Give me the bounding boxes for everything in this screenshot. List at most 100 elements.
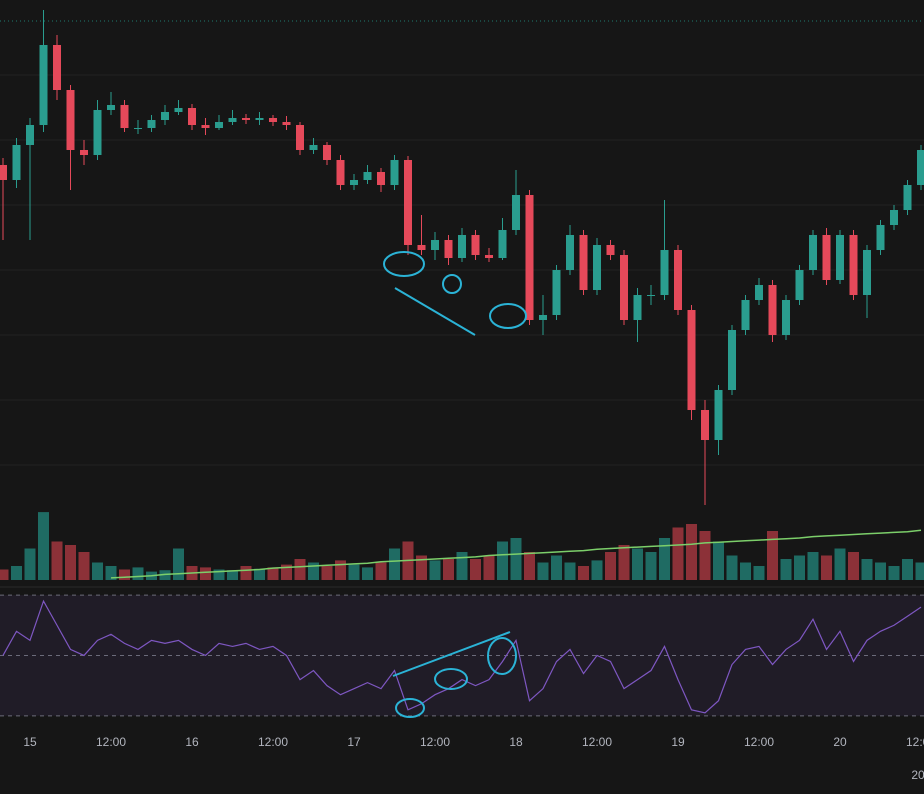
candle-body xyxy=(525,195,534,320)
volume-bar xyxy=(443,559,454,580)
drawing xyxy=(395,698,425,718)
candle-body xyxy=(498,230,507,258)
candle-body xyxy=(714,390,723,440)
candle-body xyxy=(228,118,237,122)
volume-bar xyxy=(713,541,724,580)
candle-body xyxy=(836,235,844,280)
candle-body xyxy=(12,145,21,180)
candle-body xyxy=(134,128,142,129)
candle-body xyxy=(390,160,399,185)
volume-bar xyxy=(591,560,603,580)
volume-bar xyxy=(267,567,279,580)
volume-bar xyxy=(240,566,252,580)
candle-body xyxy=(512,195,520,230)
candle-body xyxy=(687,310,696,410)
candle-body xyxy=(0,165,7,180)
volume-bar xyxy=(632,548,643,580)
candle-body xyxy=(66,90,75,150)
volume-bar xyxy=(321,566,333,580)
candle-body xyxy=(350,180,358,185)
x-tick-label: 12:00 xyxy=(906,735,924,749)
volume-bar xyxy=(834,548,846,580)
volume-bar xyxy=(821,555,832,580)
volume-bar xyxy=(173,548,184,580)
volume-bar xyxy=(807,552,819,580)
candle-body xyxy=(485,255,493,258)
volume-bar xyxy=(11,566,22,580)
volume-bar xyxy=(119,569,130,580)
rsi-line xyxy=(2,599,922,714)
candle-body xyxy=(255,118,264,120)
volume-bar xyxy=(861,559,873,580)
candle-body xyxy=(620,255,628,320)
volume-bar xyxy=(362,567,373,580)
volume-bar xyxy=(51,541,63,580)
candle-body xyxy=(755,285,763,300)
candle-body xyxy=(701,410,709,440)
volume-bar xyxy=(551,555,562,580)
candle-body xyxy=(458,235,466,258)
candle-body xyxy=(174,108,183,112)
volume-bar xyxy=(780,559,792,580)
x-tick-label: 16 xyxy=(185,735,199,749)
candle-body xyxy=(377,172,385,185)
grid xyxy=(0,20,924,588)
volume-bar xyxy=(510,538,522,580)
candle-body xyxy=(863,250,871,295)
candle-body xyxy=(876,225,885,250)
drawing xyxy=(442,274,462,294)
drawing xyxy=(392,631,511,677)
volume-bar xyxy=(564,562,576,580)
volume-bar xyxy=(686,524,697,580)
drawing xyxy=(383,251,425,277)
candle-body xyxy=(566,235,574,270)
volume-bar xyxy=(888,566,900,580)
candle-body xyxy=(188,108,196,125)
candle-body xyxy=(53,45,61,90)
candle-body xyxy=(323,145,331,160)
volume-bar xyxy=(537,562,549,580)
x-tick-label: 12:00 xyxy=(582,735,612,749)
volume-bar xyxy=(753,566,765,580)
volume-bar xyxy=(92,562,103,580)
date-label: 20 xyxy=(911,768,924,782)
drawing xyxy=(394,287,476,336)
candle-body xyxy=(809,235,817,270)
volume-bar xyxy=(618,545,630,580)
candle-body xyxy=(849,235,858,295)
volume-bar xyxy=(699,531,711,580)
volume-bar xyxy=(38,512,49,580)
volume-bar xyxy=(132,567,144,580)
volume-bar xyxy=(389,548,400,580)
candle-body xyxy=(215,122,223,128)
volume-bar xyxy=(78,552,90,580)
volume-bar xyxy=(497,541,508,580)
candle-body xyxy=(26,125,34,145)
volume-bar xyxy=(308,562,319,580)
volume-bar xyxy=(915,562,924,580)
volume-bar xyxy=(335,560,346,580)
volume-bar xyxy=(281,564,292,580)
candle-body xyxy=(768,285,777,335)
candle-body xyxy=(161,112,169,120)
volume-ma-line xyxy=(110,529,922,579)
candle-body xyxy=(201,125,210,128)
volume-bar xyxy=(767,531,778,580)
candle-body xyxy=(242,118,250,120)
volume-bar xyxy=(902,559,913,580)
candle-body xyxy=(890,210,898,225)
candle-body xyxy=(444,240,453,258)
drawing xyxy=(434,668,468,690)
candle-body xyxy=(309,145,318,150)
candle-body xyxy=(674,250,682,310)
drawing xyxy=(487,637,517,675)
drawing xyxy=(489,303,527,329)
candle-body xyxy=(296,125,304,150)
volume-bar xyxy=(24,548,36,580)
x-tick-label: 18 xyxy=(509,735,523,749)
volume-bar xyxy=(105,566,117,580)
candle-body xyxy=(782,300,790,335)
volume-bar xyxy=(227,570,238,580)
volume-bar xyxy=(375,562,387,580)
